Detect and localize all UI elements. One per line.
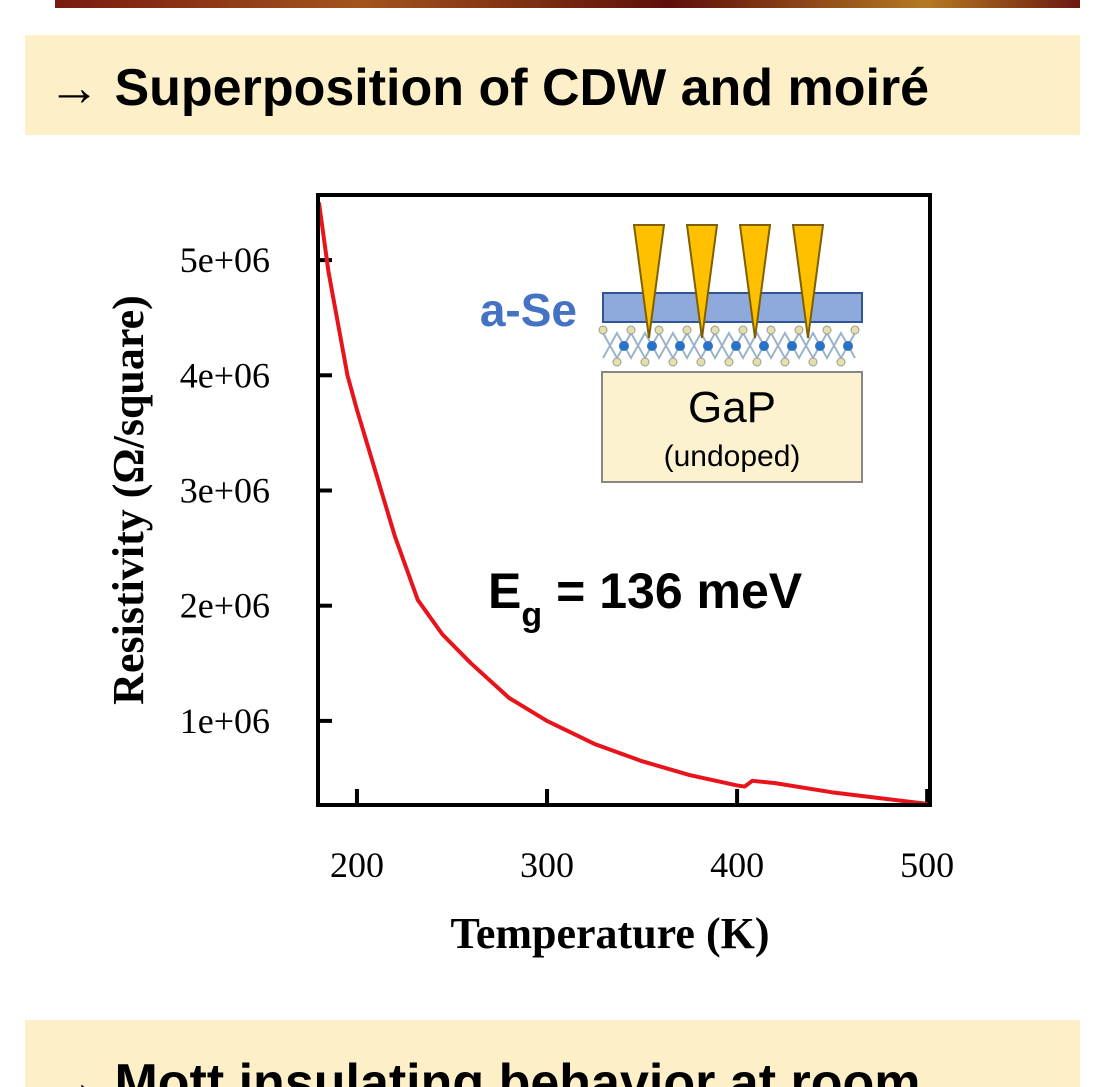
x-axis-label: Temperature (K) bbox=[451, 909, 770, 958]
top-bar bbox=[55, 0, 1080, 8]
atomic-bonds bbox=[602, 330, 856, 361]
annotation-main: E bbox=[488, 563, 521, 619]
y-tick-label: 4e+06 bbox=[180, 355, 270, 395]
metal-atoms bbox=[619, 341, 853, 351]
x-tick-label: 200 bbox=[330, 845, 384, 885]
chalcogen-atoms bbox=[598, 325, 860, 367]
selenium-layer bbox=[602, 292, 863, 323]
inset: GaP (undoped) a-Se bbox=[480, 224, 863, 483]
footer-title: → Mott insulating behavior at room bbox=[48, 1054, 920, 1087]
plot-frame bbox=[316, 193, 932, 807]
header-banner bbox=[25, 35, 1080, 135]
y-tick-label: 5e+06 bbox=[180, 240, 270, 280]
annotation-rest: = 136 meV bbox=[556, 563, 803, 619]
header-title: → Superposition of CDW and moiré bbox=[48, 59, 929, 117]
data-line bbox=[316, 202, 928, 806]
substrate-box bbox=[601, 371, 863, 483]
y-tick-label: 3e+06 bbox=[180, 470, 270, 510]
substrate-note: (undoped) bbox=[664, 440, 801, 473]
footer-banner bbox=[25, 1020, 1080, 1087]
y-axis-label: Resistivity (Ω/square) bbox=[104, 295, 153, 705]
layer-label: a-Se bbox=[480, 284, 577, 336]
x-tick-label: 300 bbox=[520, 845, 574, 885]
annotation-subscript: g bbox=[521, 596, 542, 634]
probe-tips bbox=[632, 224, 825, 339]
annotation: Eg = 136 meV bbox=[488, 563, 803, 634]
substrate-label: GaP bbox=[688, 383, 776, 432]
x-tick-label: 500 bbox=[900, 845, 954, 885]
y-tick-label: 1e+06 bbox=[180, 701, 270, 741]
y-tick-label: 2e+06 bbox=[180, 586, 270, 626]
x-tick-label: 400 bbox=[710, 845, 764, 885]
